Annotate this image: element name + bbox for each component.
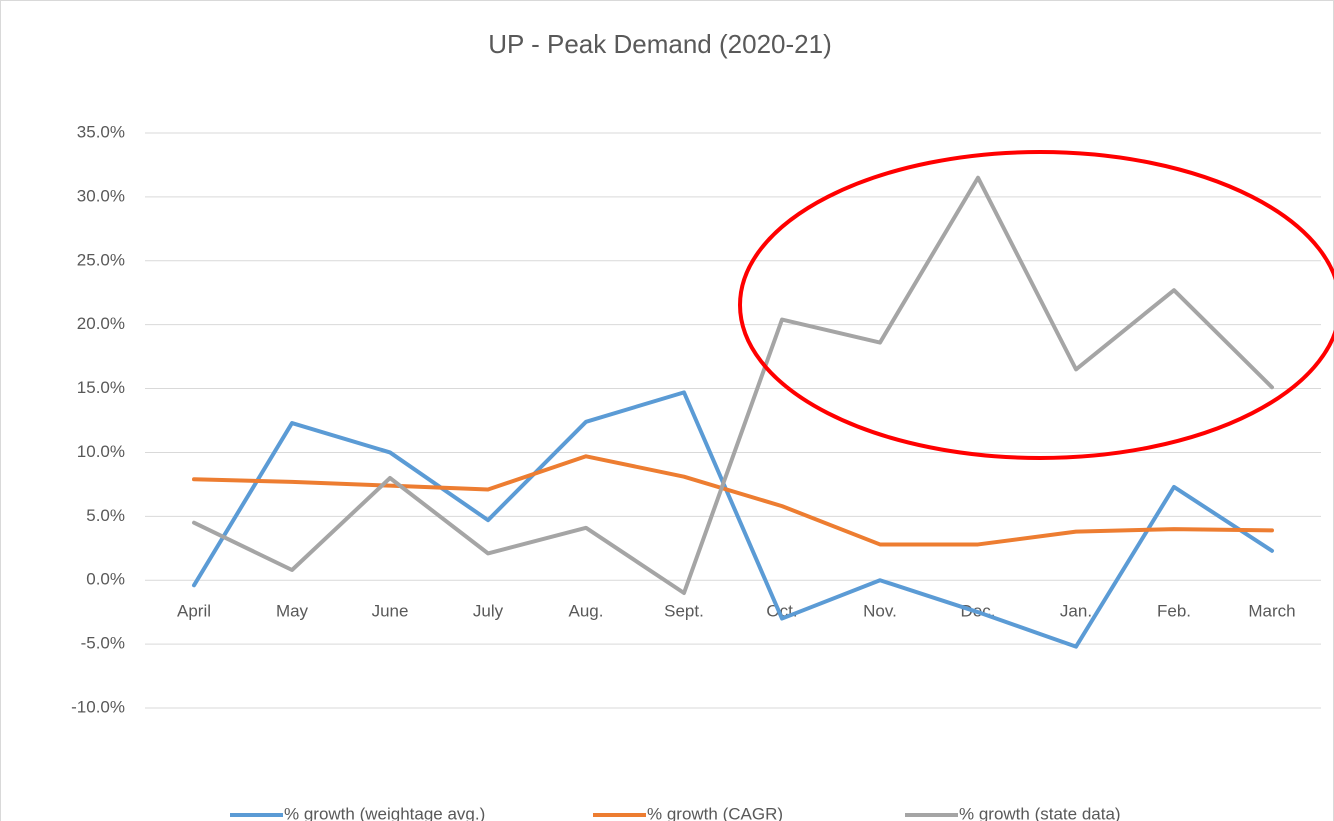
series-line xyxy=(192,175,1274,595)
x-tick-label: Sept. xyxy=(664,602,704,621)
x-tick-label: May xyxy=(276,602,309,621)
series-line xyxy=(192,454,1274,547)
x-tick-label: March xyxy=(1248,602,1295,621)
y-tick-label: 5.0% xyxy=(86,506,125,525)
y-tick-label: -5.0% xyxy=(81,634,125,653)
highlight-ellipse xyxy=(738,150,1334,460)
y-tick-label: -10.0% xyxy=(71,697,125,716)
x-tick-label: Aug. xyxy=(569,602,604,621)
y-tick-label: 25.0% xyxy=(77,250,125,269)
x-tick-label: June xyxy=(372,602,409,621)
y-tick-label: 0.0% xyxy=(86,570,125,589)
legend-label: % growth (CAGR) xyxy=(647,804,783,821)
y-tick-label: 15.0% xyxy=(77,378,125,397)
chart-title: UP - Peak Demand (2020-21) xyxy=(488,29,831,59)
series-line xyxy=(192,390,1274,649)
y-tick-label: 35.0% xyxy=(77,122,125,141)
plot-area: -10.0% -5.0% 0.0% 5.0% 10.0% 15.0% 20.0% 25.0% 3… xyxy=(71,122,1321,716)
x-tick-label: Jan. xyxy=(1060,602,1092,621)
y-tick-label: 20.0% xyxy=(77,314,125,333)
x-tick-label: April xyxy=(177,602,211,621)
y-tick-label: 10.0% xyxy=(77,442,125,461)
x-tick-label: Feb. xyxy=(1157,602,1191,621)
legend-label: % growth (weightage avg.) xyxy=(284,804,485,821)
legend-label: % growth (state data) xyxy=(959,804,1121,821)
x-tick-label: July xyxy=(473,602,504,621)
x-tick-label: Nov. xyxy=(863,602,897,621)
y-tick-label: 30.0% xyxy=(77,186,125,205)
